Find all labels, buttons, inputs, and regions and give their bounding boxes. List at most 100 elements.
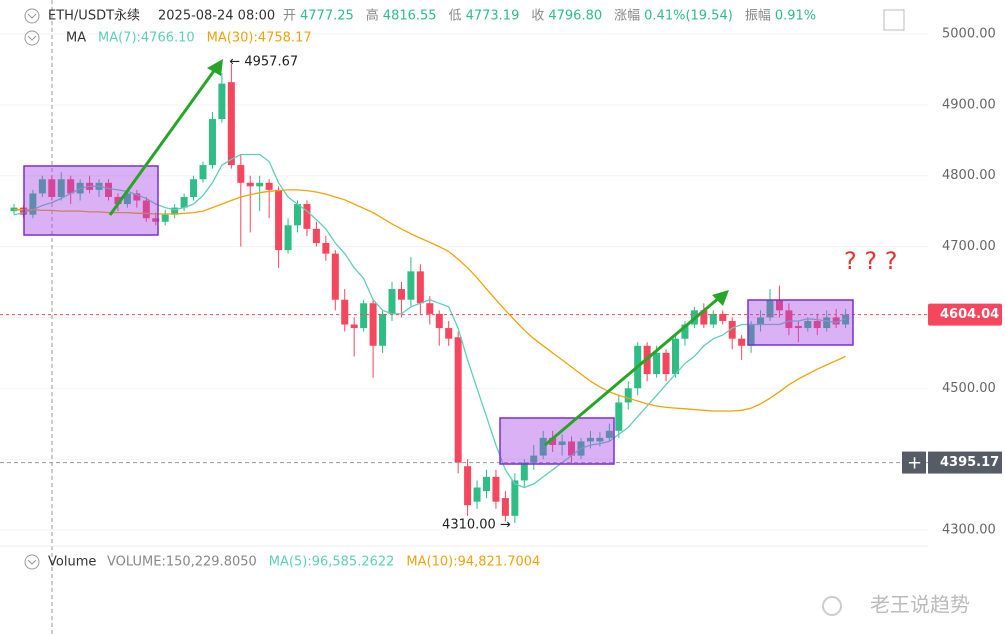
candle-body — [501, 498, 509, 516]
candle-body — [322, 243, 330, 254]
candle-body — [624, 388, 632, 403]
info-label: 低 — [449, 9, 462, 24]
candle-body — [832, 317, 840, 325]
ma-line — [14, 189, 846, 412]
candle-body — [426, 303, 434, 314]
candle-body — [558, 441, 566, 445]
ma-line — [13, 153, 846, 489]
candle-body — [379, 313, 387, 346]
candle-body — [775, 299, 783, 311]
expand-button[interactable] — [883, 9, 905, 31]
candle-body — [615, 402, 623, 431]
crosshair-plus-icon: + — [907, 453, 922, 474]
volume-legend-entry: VOLUME:150,229.8050 — [107, 555, 257, 570]
candle-body — [180, 196, 188, 208]
candle-body — [747, 324, 755, 346]
info-bar: 开 4777.25 高 4816.55 低 4773.19 收 4796.80 涨幅 0.41%(… — [283, 8, 816, 24]
candle-body — [190, 179, 198, 197]
info-label: 收 — [531, 9, 544, 24]
y-tick-label: 5000.00 — [942, 27, 996, 42]
candle-body — [530, 455, 538, 463]
candle-body — [700, 310, 708, 325]
candle-body — [662, 352, 670, 375]
candle-body — [275, 189, 283, 251]
candle-body — [416, 271, 424, 304]
y-tick-label: 4300.00 — [942, 523, 996, 538]
info-value: 0.41%(19.54) — [644, 9, 733, 24]
candle-body — [350, 324, 358, 329]
candle-body — [208, 119, 216, 166]
candle-body — [454, 337, 462, 463]
question-marks: ? ? ? — [844, 247, 897, 275]
highlight-box — [747, 299, 854, 346]
candle-body — [48, 179, 56, 197]
candle-body — [596, 437, 604, 442]
candle-body — [341, 299, 349, 325]
candle-body — [114, 196, 122, 205]
candle-body — [520, 462, 528, 481]
volume-legend-entry: MA(5):96,585.2622 — [269, 555, 395, 570]
collapse-icon[interactable] — [24, 8, 40, 24]
low-label: 4310.00 → — [442, 517, 511, 532]
legend-entry: MA(30):4758.17 — [207, 31, 312, 46]
last-price-tag — [928, 303, 1002, 326]
candle-body — [653, 352, 661, 375]
symbol: ETH/USDT永续 — [48, 9, 140, 24]
candle-body — [435, 313, 443, 329]
candle-body — [738, 338, 746, 346]
candle-body — [757, 317, 765, 325]
candle-body — [237, 165, 245, 183]
candle-body — [38, 179, 46, 194]
plot — [0, 63, 928, 523]
candle-body — [823, 317, 831, 329]
candle-body — [331, 253, 339, 300]
candle-body — [492, 476, 500, 502]
arrow-head — [207, 59, 223, 76]
candle-body — [473, 487, 481, 502]
candle-body — [29, 193, 37, 215]
y-tick-label: 4800.00 — [942, 168, 996, 183]
candle-body — [813, 320, 821, 329]
candle-body — [246, 182, 254, 187]
candle-body — [794, 325, 802, 329]
overlay: ← 4957.67 4310.00 → ? ? ? — [23, 54, 897, 532]
candle-body — [568, 441, 576, 456]
time: 2025-08-24 08:00 — [158, 9, 275, 24]
candle-body — [199, 165, 207, 180]
crosshair-plus — [902, 451, 926, 474]
candle-body — [67, 179, 75, 194]
candle-body — [511, 480, 519, 516]
candle-body — [766, 299, 774, 318]
candle-body — [284, 225, 292, 251]
chevron — [27, 35, 37, 41]
candle-body — [464, 466, 472, 506]
candle-body — [218, 83, 226, 120]
info-value: 4796.80 — [548, 9, 602, 24]
candle-body — [360, 303, 368, 329]
candle-body — [728, 320, 736, 339]
collapse-icon[interactable] — [24, 30, 40, 46]
collapse-icon[interactable] — [24, 554, 40, 570]
high-label: ← 4957.67 — [229, 54, 298, 69]
y-tick-label: 4700.00 — [942, 239, 996, 254]
candle-body — [842, 314, 850, 325]
highlight-box — [499, 417, 615, 465]
y-tick-label: 4500.00 — [942, 381, 996, 396]
info-value: 0.91% — [775, 9, 816, 24]
legend-entry: MA(7):4766.10 — [98, 31, 195, 46]
watermark-icon — [822, 596, 842, 616]
candle-body — [133, 193, 141, 201]
volume-legend: VOLUME:150,229.8050 MA(5):96,585.2622 MA(1… — [107, 555, 540, 570]
candle-body — [312, 228, 320, 244]
y-tick-label: 4900.00 — [942, 97, 996, 112]
candle-body — [681, 324, 689, 339]
info-label: 开 — [283, 9, 296, 24]
candle-body — [804, 320, 812, 329]
info-value: 4816.55 — [383, 9, 437, 24]
trend-arrow — [108, 67, 218, 216]
candle-body — [123, 193, 131, 205]
candle-body — [549, 437, 557, 445]
arrow-head — [712, 290, 729, 306]
candle-body — [586, 437, 594, 442]
